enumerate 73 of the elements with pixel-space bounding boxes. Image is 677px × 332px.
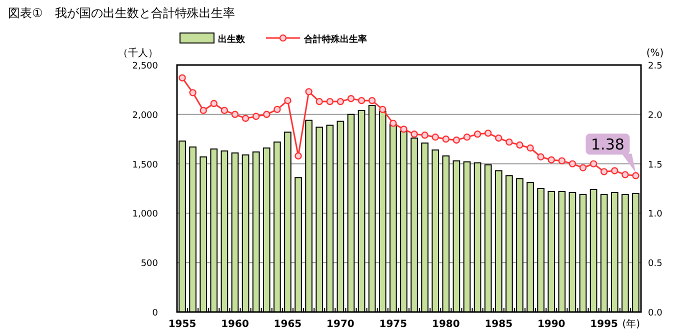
point xyxy=(294,152,302,160)
point xyxy=(432,134,439,141)
point xyxy=(558,157,566,164)
annotation: 1.38 xyxy=(591,136,624,154)
x-axis-title: (年) xyxy=(622,318,640,330)
legend-label: 出生数 xyxy=(218,34,246,45)
y2-tick-label: 0.0 xyxy=(648,308,663,318)
point xyxy=(484,130,492,137)
point xyxy=(200,106,207,114)
point xyxy=(548,156,555,164)
point xyxy=(506,138,513,146)
point xyxy=(220,106,228,114)
point xyxy=(347,94,355,102)
legend-label: 合計特殊出生率 xyxy=(303,34,367,45)
point xyxy=(263,110,270,118)
x-tick-label: 1990 xyxy=(537,319,566,330)
x-tick-label: 1970 xyxy=(326,319,354,330)
point xyxy=(305,88,312,96)
x-tick-label: 1975 xyxy=(379,319,408,330)
point xyxy=(252,112,260,120)
x-tick-label: 1995 xyxy=(590,319,618,330)
x-tick-label: 1960 xyxy=(221,319,249,330)
callout: 1.38 xyxy=(586,134,636,173)
point xyxy=(326,98,334,106)
point xyxy=(516,141,524,149)
y-tick-label: 500 xyxy=(140,259,158,270)
point xyxy=(632,172,640,180)
point xyxy=(463,134,471,141)
y-tick-label: 0 xyxy=(152,308,158,318)
chart-title: 図表① 我が国の出生数と合計特殊出生率 xyxy=(8,6,235,20)
point xyxy=(178,74,186,82)
point xyxy=(474,130,482,138)
point xyxy=(421,132,428,139)
point xyxy=(622,171,629,178)
y2-tick-label: 2.5 xyxy=(648,62,662,72)
y2-tick-label: 2.0 xyxy=(648,110,663,121)
point xyxy=(274,106,281,114)
y-axis-title: （千人） xyxy=(118,47,158,59)
point xyxy=(495,134,502,142)
point xyxy=(368,96,376,104)
point xyxy=(379,106,386,114)
point xyxy=(410,130,418,138)
point xyxy=(284,96,292,104)
point xyxy=(537,153,544,160)
point xyxy=(611,167,618,174)
point xyxy=(400,126,408,133)
y-tick-label: 2,500 xyxy=(132,62,158,72)
point xyxy=(242,114,250,122)
point xyxy=(336,98,344,106)
x-tick-label: 1955 xyxy=(168,319,196,330)
y-tick-label: 1,500 xyxy=(132,160,158,170)
point xyxy=(231,110,239,118)
point xyxy=(210,100,218,108)
point xyxy=(526,144,534,152)
point xyxy=(316,98,323,106)
point xyxy=(568,160,576,168)
point xyxy=(442,136,450,143)
point xyxy=(452,136,460,144)
point xyxy=(189,89,196,96)
y-tick-label: 1,000 xyxy=(132,210,158,220)
point xyxy=(358,96,366,104)
point xyxy=(590,160,598,168)
point xyxy=(579,164,587,172)
x-tick-label: 1985 xyxy=(484,319,513,330)
y2-axis-title: (%) xyxy=(646,48,664,59)
y2-tick-label: 1.5 xyxy=(648,160,662,170)
x-tick-label: 1965 xyxy=(274,319,302,330)
x-tick-label: 1980 xyxy=(432,319,460,330)
y2-tick-label: 1.0 xyxy=(648,210,663,220)
y2-tick-label: 0.5 xyxy=(648,259,662,270)
point xyxy=(390,120,397,127)
point xyxy=(600,168,608,176)
y-tick-label: 2,000 xyxy=(132,110,158,121)
